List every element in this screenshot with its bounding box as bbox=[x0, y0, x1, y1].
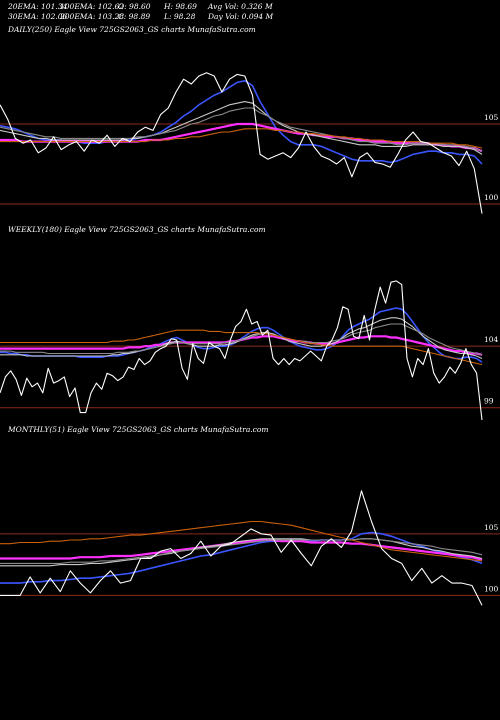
panel-title: WEEKLY(180) Eagle View 725GS2063_GS char… bbox=[8, 225, 266, 234]
weekly-chart-panel: WEEKLY(180) Eagle View 725GS2063_GS char… bbox=[0, 225, 500, 421]
ema-orange-line bbox=[0, 329, 483, 366]
ema-slow-1-line bbox=[0, 538, 483, 567]
ema-orange-line bbox=[0, 128, 483, 149]
ema-magenta-line bbox=[0, 335, 483, 356]
panel-title: DAILY(250) Eagle View 725GS2063_GS chart… bbox=[7, 25, 256, 34]
ema-slow-2-line bbox=[0, 323, 483, 356]
ema-fast-line bbox=[0, 79, 483, 165]
ema-fast-line bbox=[0, 307, 483, 363]
high-stat: H: 98.69 bbox=[164, 2, 197, 11]
ema-slow-2-line bbox=[0, 538, 483, 564]
day-vol-stat: Day Vol: 0.094 M bbox=[208, 12, 274, 21]
daily-chart-panel: DAILY(250) Eagle View 725GS2063_GS chart… bbox=[0, 25, 500, 214]
open-stat: O: 98.60 bbox=[118, 2, 151, 11]
stats-row-2: 30EMA: 102.06 200EMA: 103.28 C: 98.89 L:… bbox=[8, 12, 498, 22]
y-tick-label: 105 bbox=[484, 113, 499, 122]
monthly-chart-panel: MONTHLY(51) Eagle View 725GS2063_GS char… bbox=[0, 425, 500, 606]
y-tick-label: 105 bbox=[484, 523, 499, 532]
price-line bbox=[0, 72, 483, 214]
ema-magenta-line bbox=[0, 538, 483, 561]
ema-orange-line bbox=[0, 520, 483, 562]
ema30-stat: 30EMA: 102.06 bbox=[8, 12, 68, 21]
avg-vol-stat: Avg Vol: 0.326 M bbox=[208, 2, 273, 11]
price-line bbox=[0, 490, 483, 606]
y-tick-label: 100 bbox=[484, 584, 499, 593]
close-stat: C: 98.89 bbox=[118, 12, 151, 21]
stats-row-1: 20EMA: 101.34 100EMA: 102.62 O: 98.60 H:… bbox=[8, 2, 498, 12]
price-line bbox=[0, 280, 483, 421]
ema-slow-2-line bbox=[0, 107, 483, 152]
ema100-stat: 100EMA: 102.62 bbox=[60, 2, 125, 11]
ema200-stat: 200EMA: 103.28 bbox=[60, 12, 125, 21]
ema20-stat: 20EMA: 101.34 bbox=[8, 2, 68, 11]
stats-header: 20EMA: 101.34 100EMA: 102.62 O: 98.60 H:… bbox=[8, 2, 498, 22]
ema-magenta-line bbox=[0, 122, 483, 153]
y-tick-label: 104 bbox=[484, 335, 499, 344]
ema-fast-line bbox=[0, 531, 483, 584]
y-tick-label: 99 bbox=[484, 397, 494, 406]
panel-title: MONTHLY(51) Eagle View 725GS2063_GS char… bbox=[7, 425, 269, 434]
ema-slow-1-line bbox=[0, 101, 483, 155]
low-stat: L: 98.28 bbox=[164, 12, 196, 21]
y-tick-label: 100 bbox=[484, 193, 499, 202]
